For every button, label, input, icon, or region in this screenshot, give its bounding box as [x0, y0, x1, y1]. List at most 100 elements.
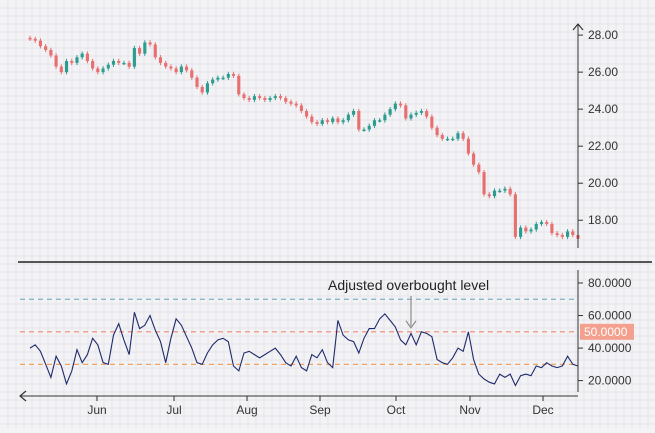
candle	[85, 53, 89, 62]
candle	[75, 57, 79, 63]
candle	[565, 231, 570, 237]
candle	[513, 194, 517, 237]
candle	[503, 188, 507, 191]
candle	[101, 68, 105, 73]
candle	[534, 223, 538, 230]
candle	[127, 62, 131, 67]
candle	[404, 105, 408, 119]
candle	[383, 114, 387, 121]
candle	[305, 111, 309, 117]
candle	[169, 66, 173, 69]
candle	[315, 122, 319, 124]
candle	[278, 96, 283, 99]
candle	[33, 38, 37, 41]
x-tick-label: Nov	[459, 403, 480, 417]
candle	[357, 111, 361, 130]
candle	[231, 73, 236, 76]
candle	[325, 120, 330, 123]
candle	[80, 53, 84, 58]
candle	[252, 96, 256, 100]
candle	[550, 223, 554, 234]
candle	[117, 61, 121, 63]
candle	[466, 138, 470, 154]
candle	[200, 86, 204, 93]
candle	[216, 77, 220, 80]
price-tick-label: 26.00	[588, 65, 618, 79]
candle	[508, 188, 512, 195]
price-tick-label: 18.00	[588, 213, 618, 227]
candle	[164, 62, 168, 67]
candle	[445, 138, 450, 141]
candle	[477, 164, 481, 173]
annotation-text: Adjusted overbought level	[328, 277, 489, 293]
candle	[289, 101, 293, 104]
osc-tick-label: 80.0000	[588, 276, 632, 290]
candle	[555, 233, 559, 236]
candle	[560, 235, 564, 237]
oscillator-line	[29, 312, 579, 387]
candle	[472, 153, 476, 165]
candle	[294, 103, 298, 106]
candle	[64, 61, 69, 73]
candle	[331, 118, 335, 123]
candle	[247, 98, 251, 100]
candle	[179, 66, 183, 73]
price-tick-label: 24.00	[588, 102, 618, 116]
candle	[393, 103, 397, 110]
candle	[372, 120, 377, 126]
candle	[263, 98, 267, 100]
candle	[132, 48, 136, 67]
candle	[498, 190, 502, 193]
candle	[492, 190, 497, 197]
x-tick-label: Oct	[387, 403, 406, 417]
price-panel	[28, 35, 580, 241]
x-tick-label: Jun	[87, 403, 106, 417]
x-tick-label: Sep	[309, 403, 331, 417]
candle	[440, 135, 444, 139]
axis-arrow-icon	[572, 23, 584, 31]
osc-tick-label: 20.0000	[588, 374, 632, 388]
candle	[273, 96, 277, 99]
candle	[409, 114, 413, 119]
candle	[310, 116, 314, 123]
candle	[545, 222, 549, 224]
candle	[388, 109, 392, 115]
price-tick-label: 20.00	[588, 176, 618, 190]
candle	[122, 62, 126, 65]
candle	[451, 138, 455, 141]
candle	[341, 120, 345, 123]
osc-tick-label: 60.0000	[588, 309, 632, 323]
candle	[346, 114, 350, 121]
x-tick-label: Dec	[532, 403, 553, 417]
osc-tick-label: 40.0000	[588, 341, 632, 355]
candle	[456, 133, 460, 139]
candle	[190, 70, 194, 78]
candle	[461, 133, 465, 139]
reference-label-badge	[580, 323, 634, 340]
candle	[336, 118, 340, 123]
axis-arrow-icon	[19, 390, 27, 402]
x-tick-label: Aug	[236, 403, 257, 417]
candle	[205, 83, 210, 93]
candle	[226, 73, 230, 78]
oscillator-panel	[20, 298, 579, 387]
candle	[211, 79, 215, 84]
candle	[425, 111, 429, 117]
candle	[367, 125, 371, 130]
candle	[237, 75, 241, 95]
candle	[59, 66, 63, 73]
candle	[430, 116, 434, 128]
candle	[153, 44, 157, 58]
candle	[195, 77, 199, 87]
candle	[284, 98, 288, 102]
candle	[54, 55, 58, 67]
candle	[258, 96, 262, 99]
reference-label: 50.0000	[584, 325, 628, 339]
candle	[435, 127, 439, 136]
candle	[362, 129, 366, 132]
candle	[320, 120, 324, 124]
candle	[398, 103, 403, 106]
candle	[148, 42, 152, 45]
x-tick-label: Jul	[166, 403, 181, 417]
